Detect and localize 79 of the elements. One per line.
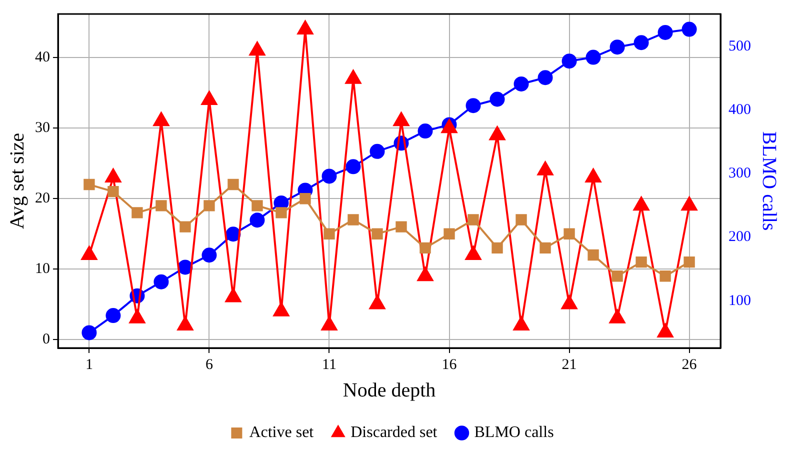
y-axis-title: Avg set size — [6, 132, 28, 230]
point — [586, 50, 601, 65]
y2-tick-label: 200 — [728, 229, 751, 246]
point — [202, 248, 217, 263]
point — [84, 178, 95, 190]
x-tick-label: 26 — [682, 356, 698, 373]
y2-tick-label: 100 — [728, 292, 751, 309]
point — [636, 256, 647, 268]
point — [466, 98, 481, 114]
point — [204, 200, 215, 212]
legend-label: BLMO calls — [474, 424, 554, 442]
y-tick-label: 30 — [35, 120, 50, 136]
point — [420, 242, 431, 254]
y-tick-label: 20 — [35, 190, 50, 207]
legend-label: Discarded set — [350, 424, 438, 442]
point — [540, 242, 551, 254]
point — [201, 90, 218, 105]
point — [180, 221, 191, 232]
point — [492, 242, 503, 254]
point — [610, 40, 625, 55]
x-tick-label: 6 — [205, 356, 214, 373]
point — [370, 144, 385, 159]
point — [660, 270, 671, 282]
x-tick-label: 11 — [322, 356, 336, 373]
y2-tick-label: 500 — [728, 38, 751, 54]
point — [108, 186, 119, 198]
point — [300, 193, 311, 204]
point — [444, 228, 455, 240]
point — [562, 54, 577, 69]
point — [153, 112, 170, 126]
point — [489, 126, 506, 140]
point — [393, 112, 410, 126]
point — [252, 200, 263, 212]
point — [588, 249, 599, 261]
point — [132, 207, 143, 218]
point — [684, 256, 695, 268]
point — [322, 168, 337, 184]
point — [105, 168, 122, 182]
point — [514, 76, 529, 92]
y-tick-label: 40 — [35, 50, 50, 66]
point — [346, 159, 361, 174]
x-tick-label: 16 — [442, 356, 458, 373]
point — [372, 228, 383, 240]
point — [633, 196, 650, 211]
point — [418, 124, 433, 139]
point — [297, 20, 314, 34]
y2-axis-title: BLMO calls — [758, 131, 780, 231]
point — [612, 270, 623, 282]
point — [682, 22, 697, 37]
y-tick-label: 10 — [35, 261, 50, 278]
point — [490, 92, 505, 107]
point — [585, 168, 602, 182]
point — [249, 42, 266, 56]
legend-label: Active set — [249, 424, 314, 442]
point — [348, 214, 359, 226]
point — [516, 214, 527, 226]
point — [396, 221, 407, 232]
y-tick-label: 0 — [42, 331, 50, 348]
point — [658, 24, 673, 40]
y2-tick-label: 400 — [728, 102, 751, 118]
point — [250, 212, 265, 228]
x-axis-title: Node depth — [342, 379, 436, 402]
point — [324, 228, 335, 240]
point — [681, 196, 698, 211]
point — [228, 178, 239, 190]
point — [538, 70, 553, 86]
point — [468, 214, 479, 226]
point — [276, 207, 287, 218]
point — [537, 161, 554, 176]
point — [564, 228, 575, 240]
point — [634, 35, 649, 50]
y2-tick-label: 300 — [728, 166, 751, 182]
x-tick-label: 21 — [562, 356, 577, 373]
point — [106, 308, 121, 324]
x-tick-label: 1 — [85, 356, 93, 373]
point — [345, 70, 362, 84]
point — [156, 200, 167, 212]
point — [82, 325, 97, 340]
point — [154, 274, 169, 290]
